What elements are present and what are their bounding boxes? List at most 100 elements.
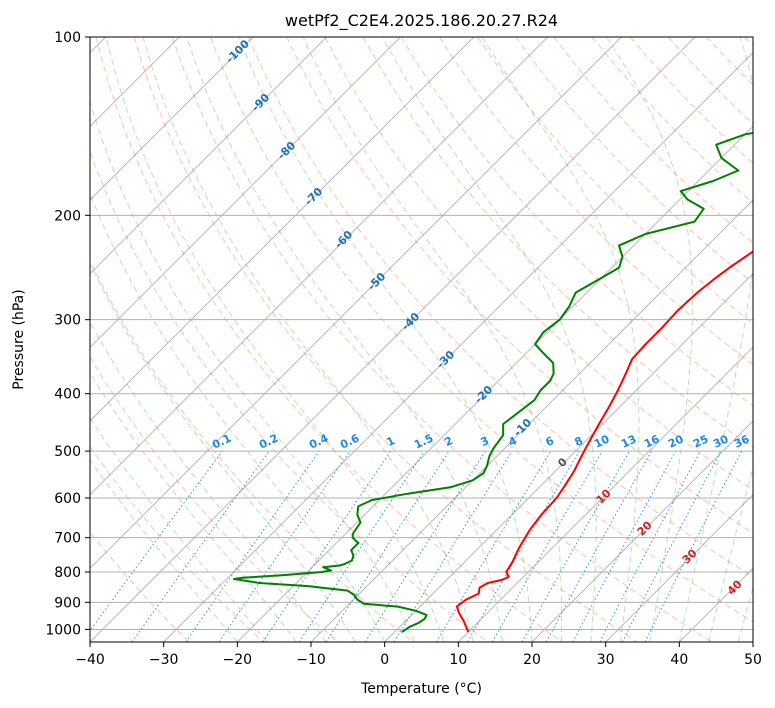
- x-tick-label: 50: [744, 652, 762, 668]
- y-tick-label: 900: [54, 595, 81, 611]
- x-tick-label: −40: [75, 652, 105, 668]
- moist-adiabat-line: [186, 37, 503, 642]
- mixing-ratio-label: 36: [732, 432, 752, 450]
- isotherm-label: -60: [332, 228, 355, 251]
- mixing-ratio-line: [131, 450, 270, 642]
- background-lines: [90, 37, 753, 642]
- mixing-ratio-line: [393, 450, 513, 642]
- grid-lines: [90, 37, 753, 642]
- dry-adiabat-line: [438, 37, 753, 366]
- moist-adiabat-line: [90, 321, 327, 642]
- profiles: [233, 131, 753, 633]
- isotherm-line: [90, 37, 475, 422]
- moist-adiabat-line: [481, 37, 640, 642]
- moist-adiabat-line: [90, 417, 268, 642]
- moist-adiabat-line: [737, 585, 753, 642]
- dry-adiabat-line: [90, 356, 339, 642]
- moist-adiabat-line: [90, 262, 356, 642]
- dry-adiabat-line: [706, 37, 753, 86]
- isotherm-line: [531, 420, 753, 642]
- dry-adiabat-line: [744, 37, 753, 47]
- moist-adiabat-line: [90, 371, 297, 642]
- isotherm-line: [457, 346, 753, 642]
- mixing-ratio-label: 13: [619, 432, 638, 450]
- y-tick-label: 800: [54, 565, 81, 581]
- moist-adiabat-line: [381, 37, 597, 642]
- mixing-ratio-line: [644, 450, 743, 642]
- dry-adiabat-line: [668, 37, 753, 125]
- mixing-ratio-line: [521, 450, 630, 642]
- isotherm-line: [90, 37, 622, 570]
- dry-adiabat-line: [591, 37, 753, 204]
- mixing-ratio-line: [364, 450, 486, 642]
- mixing-ratio-label: 0.1: [210, 432, 233, 452]
- isotherm-line: [90, 37, 401, 349]
- isotherm-line: [90, 37, 328, 275]
- dry-adiabat-line: [210, 37, 753, 623]
- dry-adiabat-line: [90, 445, 264, 642]
- y-tick-label: 100: [54, 30, 81, 46]
- moist-adiabat-line: [678, 37, 753, 642]
- mixing-ratio-label: 1.5: [412, 432, 435, 452]
- mixing-ratio-line: [298, 450, 425, 642]
- isotherm-line: [236, 125, 753, 642]
- mixing-ratio-line: [467, 450, 580, 642]
- dry-adiabat-line: [324, 37, 753, 491]
- mixing-ratio-line: [218, 450, 351, 642]
- mixing-ratio-label: 20: [666, 432, 686, 450]
- x-tick-label: 40: [670, 652, 688, 668]
- isotherm-label: 40: [725, 577, 745, 597]
- x-axis-label: Temperature (°C): [360, 681, 482, 697]
- moist-adiabat-line: [142, 37, 474, 642]
- mixing-ratio-label: 25: [691, 432, 710, 450]
- isotherm-label: 0: [555, 455, 570, 470]
- y-tick-label: 600: [54, 491, 81, 507]
- isotherm-line: [163, 51, 753, 642]
- chart-title: wetPf2_C2E4.2025.186.20.27.R24: [285, 11, 558, 31]
- mixing-ratio-line: [325, 450, 450, 642]
- y-tick-label: 500: [54, 444, 81, 460]
- mixing-ratio-label: 8: [573, 434, 585, 449]
- isotherm-line: [90, 37, 254, 201]
- x-tick-label: −20: [223, 652, 253, 668]
- x-tick-label: −30: [149, 652, 179, 668]
- dry-adiabat-line: [90, 150, 488, 642]
- y-tick-label: 700: [54, 531, 81, 547]
- isotherm-line: [752, 641, 753, 642]
- x-tick-label: 10: [449, 652, 467, 668]
- isotherm-line: [310, 199, 753, 642]
- dry-adiabat-line: [90, 531, 190, 642]
- dewpoint-line: [233, 131, 753, 633]
- moist-adiabat-line: [238, 37, 533, 642]
- mixing-ratio-label: 10: [592, 432, 612, 450]
- isotherm-line: [90, 37, 696, 642]
- moist-adiabat-line: [90, 459, 238, 642]
- x-tick-label: 30: [597, 652, 615, 668]
- moist-adiabat-line: [90, 99, 415, 642]
- isotherm-label: 30: [680, 546, 700, 566]
- isotherm-line: [605, 493, 753, 642]
- dry-adiabat-line: [477, 37, 753, 325]
- y-tick-label: 1000: [45, 622, 81, 638]
- mixing-ratio-line: [90, 450, 223, 632]
- mixing-ratio-label: 30: [711, 432, 731, 450]
- mixing-ratio-label: 0.4: [307, 431, 330, 451]
- x-tick-label: 20: [523, 652, 541, 668]
- isotherm-line: [90, 37, 549, 496]
- dry-adiabat-line: [248, 37, 753, 578]
- dry-adiabat-line: [95, 37, 563, 642]
- y-tick-label: 400: [54, 387, 81, 403]
- mixing-ratio-labels: 0.1 0.2 0.4 0.6 1 1.5 2 3 4 6 8 10 13 16 20 25 30 36: [210, 431, 752, 451]
- dry-adiabat-line: [553, 37, 753, 244]
- mixing-ratio-label: 0.2: [257, 432, 280, 452]
- moist-adiabat-line: [708, 465, 753, 642]
- y-tick-label: 200: [54, 208, 81, 224]
- x-axis: −40 −30 −20 −10 0 10 20 30 40 50: [75, 642, 762, 668]
- temperature-line: [455, 250, 753, 633]
- moist-adiabat-line: [606, 37, 693, 642]
- plot-frame: [89, 36, 754, 643]
- mixing-ratio-label: 6: [544, 434, 557, 449]
- moist-adiabat-line: [302, 37, 563, 642]
- mixing-ratio-label: 1: [385, 434, 397, 449]
